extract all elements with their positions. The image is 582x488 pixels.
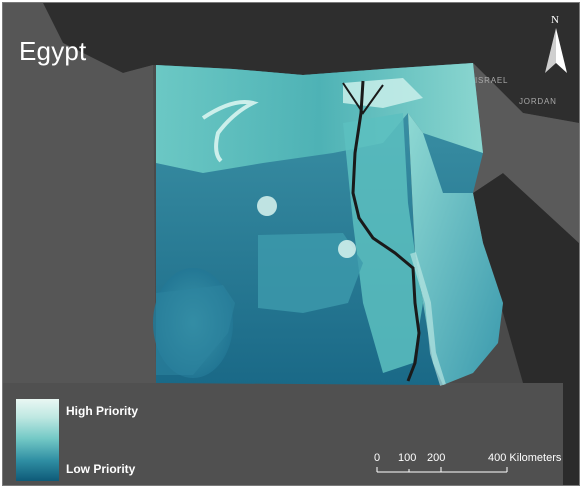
map-canvas (3, 3, 579, 485)
scale-end-label: 400 Kilometers (488, 452, 562, 464)
north-letter: N (551, 14, 559, 26)
scale-tick-0: 0 (374, 452, 381, 464)
nile-delta (342, 82, 384, 115)
map-title: Egypt (19, 36, 87, 66)
scale-bar-line (376, 467, 508, 473)
scale-tick-100: 100 (398, 452, 417, 464)
egypt-priority-raster (153, 63, 503, 386)
label-israel: ISRAEL (475, 76, 509, 85)
legend-low-label: Low Priority (66, 462, 136, 476)
mediterranean-sea (43, 3, 579, 123)
legend-high-label: High Priority (66, 404, 139, 418)
sudan-land (3, 383, 563, 485)
legend-gradient (16, 399, 59, 481)
label-jordan: JORDAN (519, 97, 557, 106)
north-arrow-icon (545, 28, 567, 73)
levant-land (473, 63, 579, 243)
libya-land (3, 3, 156, 383)
nile-river (351, 80, 421, 382)
scale-tick-200: 200 (427, 452, 446, 464)
